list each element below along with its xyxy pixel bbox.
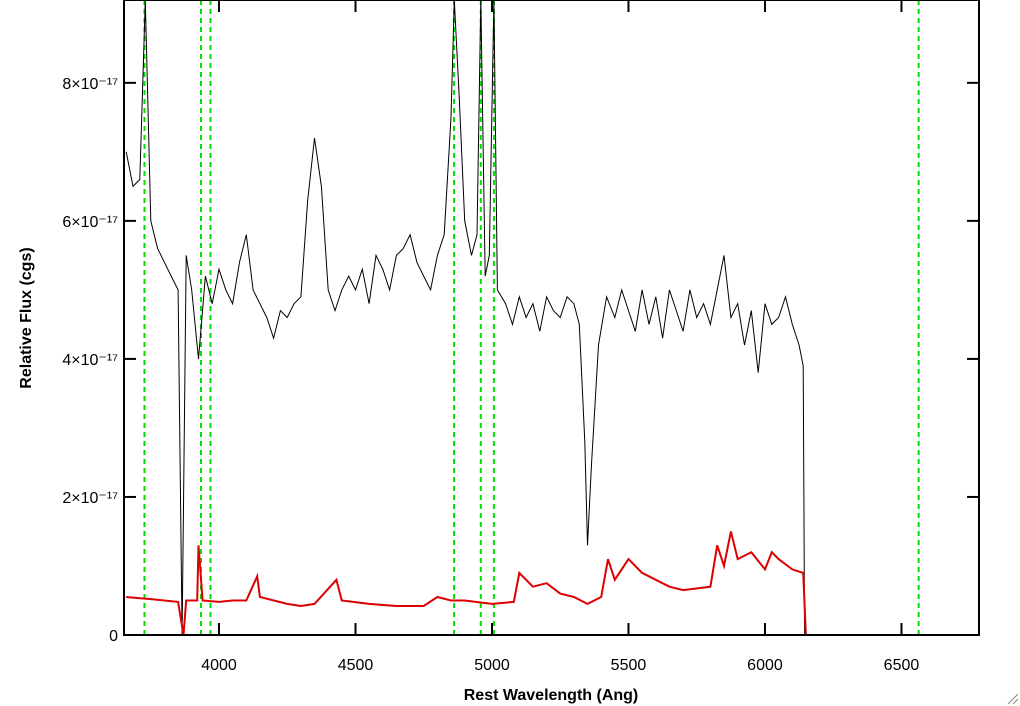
y-tick-label: 6×10⁻¹⁷ — [62, 214, 118, 231]
y-axis-label: Relative Flux (cgs) — [18, 247, 35, 388]
x-tick-label: 6500 — [884, 657, 920, 674]
plot-area — [125, 0, 978, 635]
y-tick-label: 8×10⁻¹⁷ — [62, 76, 118, 93]
spectrum-line — [125, 0, 806, 635]
y-tick-label: 0 — [109, 628, 118, 645]
resize-grip — [1007, 693, 1019, 705]
x-tick-label: 6000 — [747, 657, 783, 674]
x-tick-label: 4000 — [201, 657, 237, 674]
y-tick-label: 2×10⁻¹⁷ — [62, 490, 118, 507]
plot-frame — [123, 0, 980, 636]
x-axis-label: Rest Wavelength (Ang) — [464, 687, 639, 704]
x-tick-label: 4500 — [338, 657, 374, 674]
x-tick-label: 5500 — [611, 657, 647, 674]
x-tick-label: 5000 — [474, 657, 510, 674]
spectrum-line — [126, 531, 978, 635]
y-tick-label: 4×10⁻¹⁷ — [62, 352, 118, 369]
